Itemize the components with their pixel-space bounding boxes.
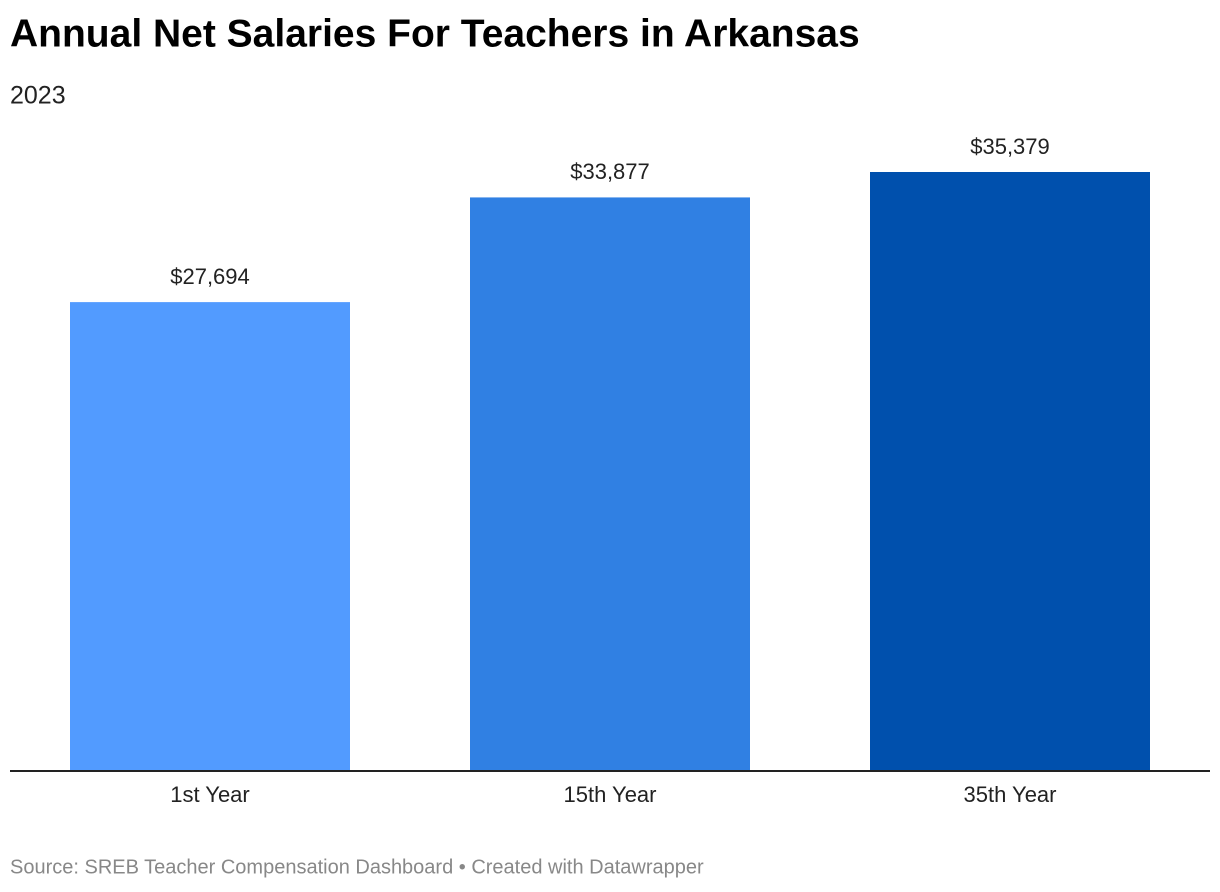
value-label: $35,379 [970, 134, 1050, 159]
bar [870, 172, 1150, 771]
x-tick-label: 1st Year [170, 782, 250, 807]
value-label: $27,694 [170, 264, 250, 289]
source-note: Source: SREB Teacher Compensation Dashbo… [10, 856, 704, 878]
x-tick-label: 15th Year [564, 782, 657, 807]
bar [70, 302, 350, 771]
chart-title: Annual Net Salaries For Teachers in Arka… [10, 12, 860, 55]
bar [470, 197, 750, 771]
value-label: $33,877 [570, 159, 650, 184]
x-tick-label: 35th Year [964, 782, 1057, 807]
chart-subtitle: 2023 [10, 82, 66, 110]
